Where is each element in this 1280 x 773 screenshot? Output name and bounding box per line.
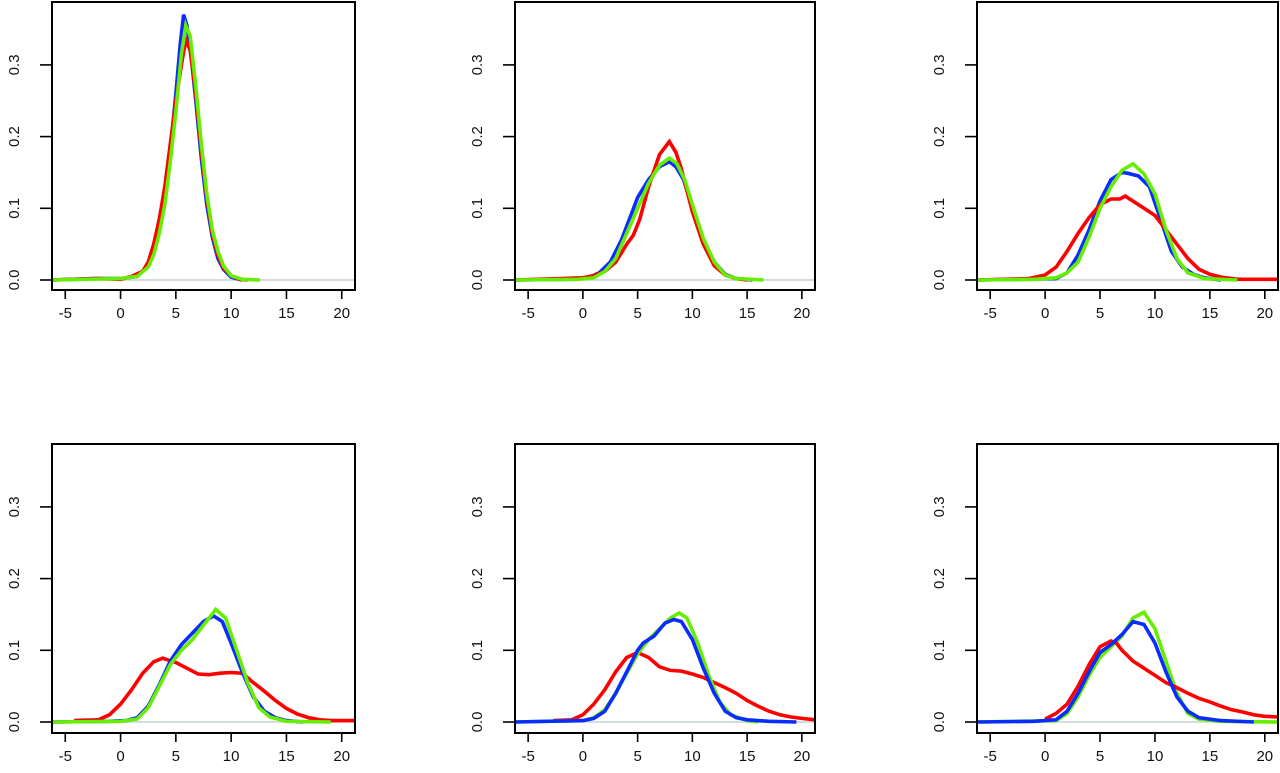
y-tick-label: 0.3 [6,54,23,75]
x-tick-label: 5 [1096,305,1104,322]
x-tick-label: 0 [1041,305,1049,322]
y-tick-label: 0.1 [931,640,948,661]
x-tick-label: 0 [116,748,124,765]
y-tick-label: 0.0 [931,270,948,291]
x-tick-label: 5 [172,748,180,765]
density-curve-blue [51,613,304,724]
y-tick-label: 0.0 [469,712,486,733]
x-tick-label: -5 [59,748,72,765]
x-tick-label: -5 [59,305,72,322]
y-tick-label: 0.3 [931,54,948,75]
x-tick-label: 10 [223,305,240,322]
x-tick-label: 20 [794,748,811,765]
y-tick-label: 0.3 [469,54,486,75]
density-panel-6: -5 0 5 10 15 20 0.0 0.1 0.2 0.3 [917,443,1280,773]
y-tick-label: 0.3 [6,496,23,517]
density-panel-2: -5 0 5 10 15 20 0.0 0.1 0.2 0.3 [455,1,825,330]
y-tick-label: 0.2 [6,126,23,147]
y-tick-label: 0.1 [469,198,486,219]
x-tick-label: 5 [633,748,641,765]
x-tick-label: 20 [333,748,350,765]
density-curve-red [1044,639,1279,721]
x-tick-label: 15 [739,305,756,322]
x-tick-label: 15 [278,748,295,765]
density-panel-5: -5 0 5 10 15 20 0.0 0.1 0.2 0.3 [455,443,825,773]
plot-frame [976,443,1279,734]
y-tick-label: 0.0 [6,270,23,291]
x-tick-label: -5 [984,748,997,765]
x-tick-label: 10 [223,748,240,765]
x-tick-label: 15 [278,305,295,322]
density-curve-blue [976,619,1254,724]
x-tick-label: 15 [739,748,756,765]
density-curve-green [51,18,260,282]
density-curve-blue [976,170,1222,282]
x-tick-label: 20 [794,305,811,322]
plot-frame [51,443,356,734]
plot-frame [514,1,816,291]
density-panel-4: -5 0 5 10 15 20 0.0 0.1 0.2 0.3 [0,443,365,773]
density-curve-green [51,606,331,724]
x-tick-label: 20 [1256,748,1273,765]
density-curve-red [74,656,355,723]
density-curve-red [553,650,816,723]
y-tick-label: 0.3 [931,496,948,517]
y-tick-label: 0.3 [469,496,486,517]
x-tick-label: 5 [1096,748,1104,765]
x-tick-label: -5 [521,748,534,765]
x-tick-label: -5 [521,305,534,322]
y-tick-label: 0.2 [469,568,486,589]
y-tick-label: 0.1 [469,640,486,661]
y-tick-label: 0.1 [931,198,948,219]
x-tick-label: 15 [1202,748,1219,765]
y-tick-label: 0.0 [469,270,486,291]
x-tick-label: 0 [1041,748,1049,765]
plot-frame [514,443,816,734]
density-curve-red [976,194,1278,282]
x-tick-label: 5 [633,305,641,322]
x-tick-label: 20 [333,305,350,322]
x-tick-label: 0 [579,748,587,765]
density-curve-blue [514,617,797,724]
density-curve-green [976,161,1238,282]
plot-frame [51,1,356,291]
x-tick-label: 0 [579,305,587,322]
density-curve-green [514,155,764,282]
x-tick-label: -5 [984,305,997,322]
x-tick-label: 5 [172,305,180,322]
x-tick-label: 10 [1147,305,1164,322]
y-tick-label: 0.2 [931,126,948,147]
plot-frame [976,1,1279,291]
y-tick-label: 0.1 [6,198,23,219]
y-tick-label: 0.0 [6,712,23,733]
x-tick-label: 0 [116,305,124,322]
density-panel-3: -5 0 5 10 15 20 0.0 0.1 0.2 0.3 [917,1,1280,330]
y-tick-label: 0.2 [931,568,948,589]
density-curve-red [51,33,248,282]
x-tick-label: 20 [1256,305,1273,322]
y-tick-label: 0.2 [469,126,486,147]
x-tick-label: 15 [1202,305,1219,322]
x-tick-label: 10 [684,305,701,322]
x-tick-label: 10 [684,748,701,765]
x-tick-label: 10 [1147,748,1164,765]
y-tick-label: 0.2 [6,568,23,589]
density-panel-1: -5 0 5 10 15 20 0.0 0.1 0.2 0.3 [0,1,365,330]
y-tick-label: 0.0 [931,712,948,733]
y-tick-label: 0.1 [6,640,23,661]
